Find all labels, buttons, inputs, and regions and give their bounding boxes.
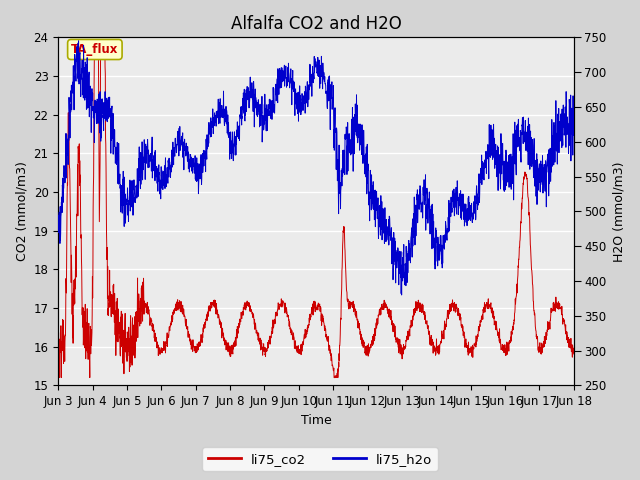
Legend: li75_co2, li75_h2o: li75_co2, li75_h2o <box>202 447 438 471</box>
Text: TA_flux: TA_flux <box>71 43 118 56</box>
Y-axis label: H2O (mmol/m3): H2O (mmol/m3) <box>612 161 625 262</box>
Title: Alfalfa CO2 and H2O: Alfalfa CO2 and H2O <box>230 15 401 33</box>
Y-axis label: CO2 (mmol/m3): CO2 (mmol/m3) <box>15 161 28 261</box>
X-axis label: Time: Time <box>301 414 332 427</box>
